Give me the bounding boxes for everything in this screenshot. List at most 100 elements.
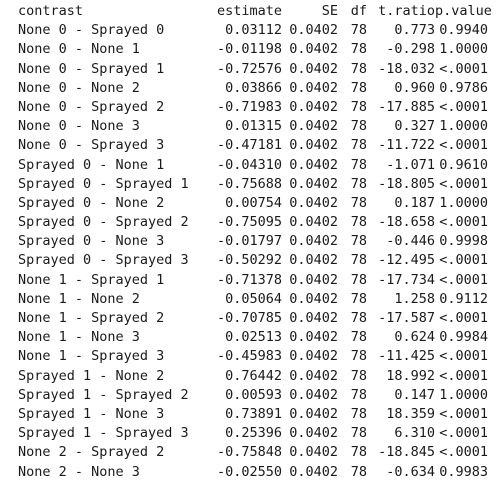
cell-contrast: None 0 - None 2 xyxy=(18,79,140,96)
cell-p-value: <.0001 xyxy=(439,405,488,422)
cell-se: 0.0402 xyxy=(289,41,338,58)
cell-contrast: Sprayed 1 - None 3 xyxy=(18,405,165,422)
cell-se: 0.0402 xyxy=(289,79,338,96)
cell-se: 0.0402 xyxy=(289,214,338,231)
cell-p-value: <.0001 xyxy=(439,252,488,269)
table-row: Sprayed 0 - Sprayed 2 -0.75095 0.0402 78 -18… xyxy=(18,213,488,232)
cell-contrast: Sprayed 0 - None 3 xyxy=(18,233,165,250)
table-row: None 0 - Sprayed 1 -0.72576 0.0402 78 -18.03… xyxy=(18,60,488,79)
table-row: None 1 - None 3 0.02513 0.0402 78 0.624 0.998… xyxy=(18,328,488,347)
header-estimate: estimate xyxy=(216,3,282,19)
cell-t-ratio: -11.425 xyxy=(378,348,435,365)
cell-estimate: -0.71378 xyxy=(216,271,282,288)
cell-df: 78 xyxy=(350,405,367,422)
cell-t-ratio: -18.845 xyxy=(378,444,435,461)
header-se: SE xyxy=(321,3,338,19)
cell-p-value: <.0001 xyxy=(439,271,488,288)
cell-t-ratio: 0.773 xyxy=(394,22,435,39)
cell-p-value: 0.9984 xyxy=(439,329,488,346)
cell-contrast: None 1 - None 3 xyxy=(18,329,140,346)
table-body: None 0 - Sprayed 0 0.03112 0.0402 78 0.773 0.… xyxy=(18,21,488,482)
cell-t-ratio: -12.495 xyxy=(378,252,435,269)
cell-se: 0.0402 xyxy=(289,348,338,365)
cell-t-ratio: 0.624 xyxy=(394,329,435,346)
cell-df: 78 xyxy=(350,79,367,96)
cell-df: 78 xyxy=(350,98,367,115)
cell-se: 0.0402 xyxy=(289,98,338,115)
cell-se: 0.0402 xyxy=(289,118,338,135)
table-row: Sprayed 0 - Sprayed 3 -0.50292 0.0402 78 -12… xyxy=(18,251,488,270)
cell-p-value: 0.9983 xyxy=(439,463,488,480)
table-row: Sprayed 1 - Sprayed 2 0.00593 0.0402 78 0.14… xyxy=(18,386,488,405)
cell-estimate: -0.01797 xyxy=(216,233,282,250)
cell-se: 0.0402 xyxy=(289,233,338,250)
cell-se: 0.0402 xyxy=(289,271,338,288)
cell-df: 78 xyxy=(350,386,367,403)
cell-se: 0.0402 xyxy=(289,367,338,384)
cell-contrast: None 0 - Sprayed 2 xyxy=(18,98,165,115)
cell-t-ratio: -18.032 xyxy=(378,60,435,77)
cell-estimate: 0.00754 xyxy=(225,194,282,211)
table-row: Sprayed 1 - Sprayed 3 0.25396 0.0402 78 6.31… xyxy=(18,424,488,443)
cell-estimate: 0.01315 xyxy=(225,118,282,135)
cell-estimate: -0.72576 xyxy=(216,60,282,77)
header-t-ratio: t.ratio xyxy=(378,3,435,19)
cell-df: 78 xyxy=(350,194,367,211)
cell-p-value: <.0001 xyxy=(439,425,488,442)
cell-p-value: <.0001 xyxy=(439,60,488,77)
cell-p-value: <.0001 xyxy=(439,214,488,231)
cell-t-ratio: -0.446 xyxy=(386,233,435,250)
cell-se: 0.0402 xyxy=(289,22,338,39)
cell-df: 78 xyxy=(350,252,367,269)
cell-t-ratio: 0.327 xyxy=(394,118,435,135)
cell-se: 0.0402 xyxy=(289,194,338,211)
cell-df: 78 xyxy=(350,60,367,77)
cell-p-value: 1.0000 xyxy=(439,386,488,403)
cell-contrast: None 0 - None 1 xyxy=(18,41,140,58)
cell-p-value: <.0001 xyxy=(439,98,488,115)
cell-se: 0.0402 xyxy=(289,310,338,326)
cell-estimate: -0.50292 xyxy=(216,252,282,269)
cell-p-value: <.0001 xyxy=(439,137,488,154)
cell-contrast: None 0 - Sprayed 1 xyxy=(18,60,165,77)
cell-df: 78 xyxy=(350,290,367,307)
cell-se: 0.0402 xyxy=(289,175,338,192)
cell-p-value: 0.9940 xyxy=(439,22,488,39)
table-row: Sprayed 0 - None 3 -0.01797 0.0402 78 -0.446… xyxy=(18,232,488,251)
table-row: None 0 - None 3 0.01315 0.0402 78 0.327 1.000… xyxy=(18,117,488,136)
cell-df: 78 xyxy=(350,310,367,326)
cell-df: 78 xyxy=(350,233,367,250)
cell-contrast: Sprayed 1 - Sprayed 2 xyxy=(18,386,189,403)
cell-t-ratio: -0.634 xyxy=(386,463,435,480)
cell-se: 0.0402 xyxy=(289,329,338,346)
cell-contrast: Sprayed 1 - Sprayed 3 xyxy=(18,425,189,442)
cell-estimate: -0.04310 xyxy=(216,156,282,173)
cell-t-ratio: -1.071 xyxy=(386,156,435,173)
table-row: None 2 - None 3 -0.02550 0.0402 78 -0.634 0.9… xyxy=(18,463,488,482)
cell-t-ratio: 18.359 xyxy=(386,405,435,422)
cell-contrast: None 0 - None 3 xyxy=(18,118,140,135)
cell-df: 78 xyxy=(350,425,367,442)
cell-estimate: 0.73891 xyxy=(225,405,282,422)
table-row: None 0 - None 2 0.03866 0.0402 78 0.960 0.978… xyxy=(18,79,488,98)
table-row: None 1 - Sprayed 2 -0.70785 0.0402 78 -17.58… xyxy=(18,309,488,328)
table-row: Sprayed 0 - None 1 -0.04310 0.0402 78 -1.071… xyxy=(18,156,488,175)
cell-t-ratio: -0.298 xyxy=(386,41,435,58)
cell-df: 78 xyxy=(350,329,367,346)
table-row: Sprayed 0 - None 2 0.00754 0.0402 78 0.187 1.… xyxy=(18,194,488,213)
cell-df: 78 xyxy=(350,156,367,173)
cell-contrast: Sprayed 0 - Sprayed 2 xyxy=(18,214,189,231)
cell-t-ratio: 18.992 xyxy=(386,367,435,384)
console-output: contrast estimate SE df t.ratio p.value … xyxy=(18,2,492,482)
cell-p-value: 0.9112 xyxy=(439,290,488,307)
cell-estimate: 0.00593 xyxy=(225,386,282,403)
cell-contrast: None 0 - Sprayed 0 xyxy=(18,22,165,39)
cell-t-ratio: -17.587 xyxy=(378,310,435,326)
cell-t-ratio: -17.885 xyxy=(378,98,435,115)
table-row: Sprayed 1 - None 3 0.73891 0.0402 78 18.359 <… xyxy=(18,405,488,424)
table-row: None 2 - Sprayed 2 -0.75848 0.0402 78 -18.84… xyxy=(18,443,488,462)
cell-contrast: Sprayed 0 - None 2 xyxy=(18,194,165,211)
cell-df: 78 xyxy=(350,22,367,39)
cell-estimate: -0.02550 xyxy=(216,463,282,480)
cell-se: 0.0402 xyxy=(289,252,338,269)
